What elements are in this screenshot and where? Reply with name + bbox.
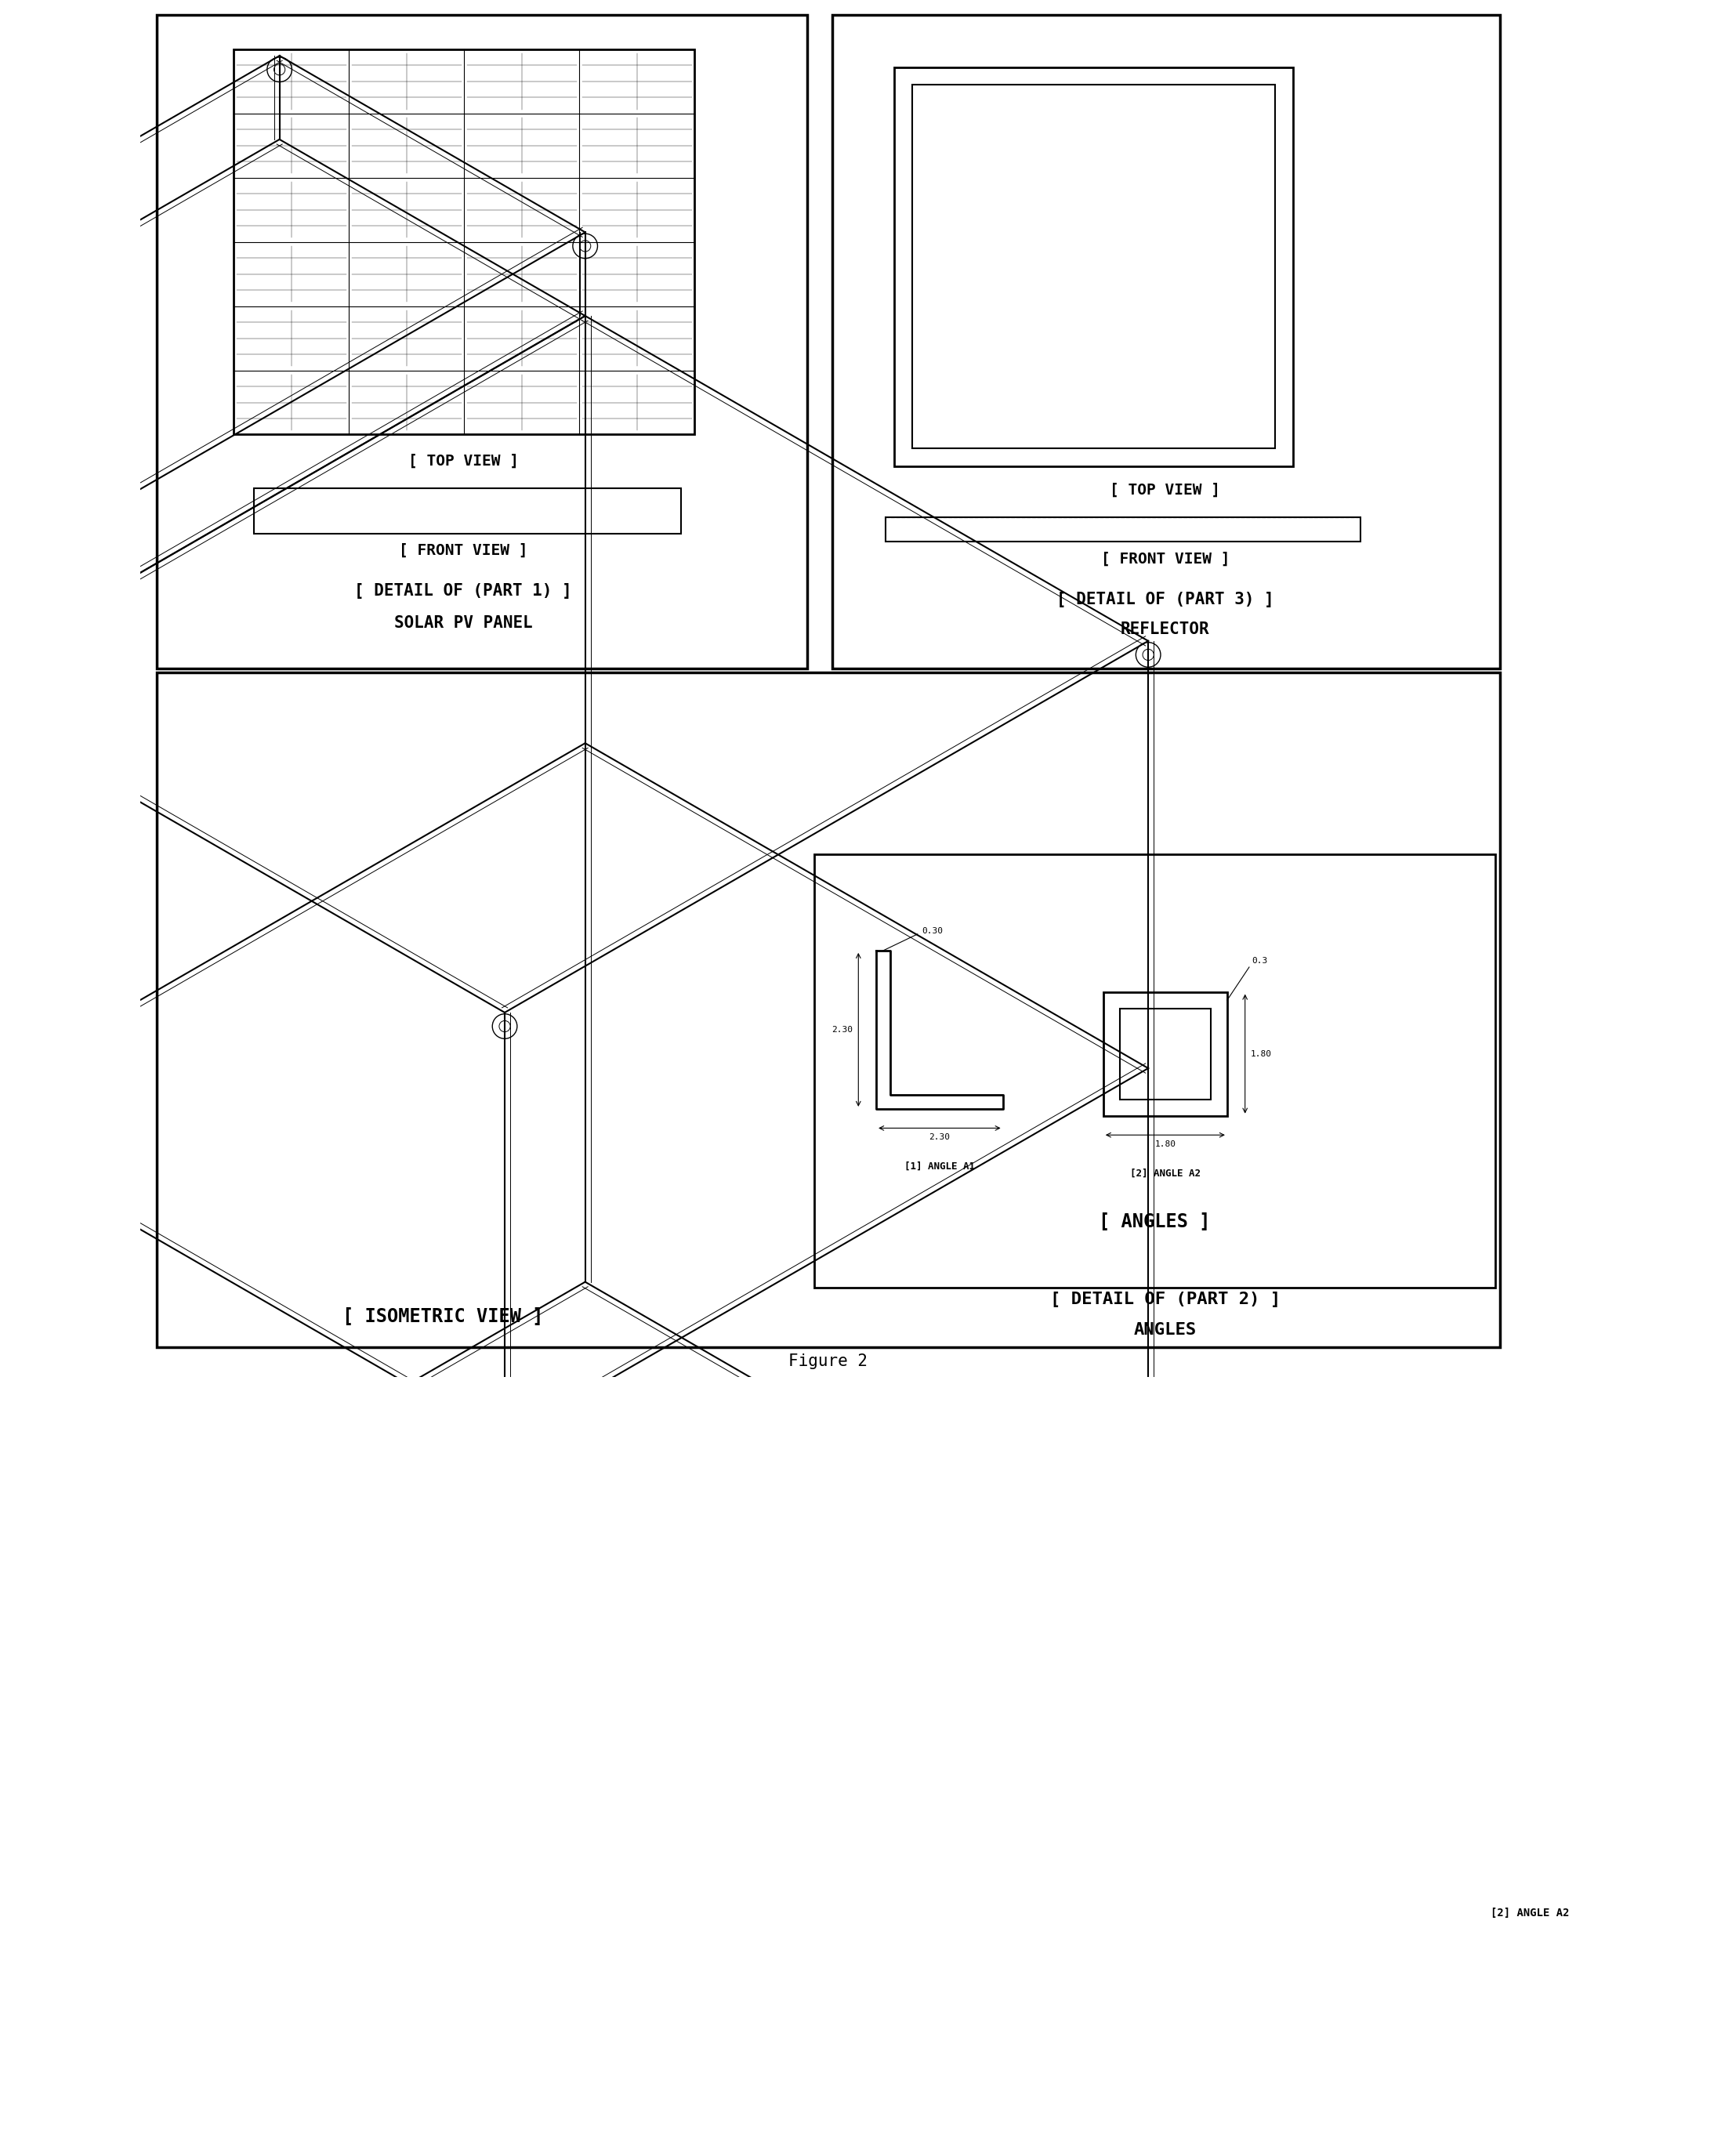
Bar: [911, 84, 1276, 448]
Text: [ FRONT VIEW ]: [ FRONT VIEW ]: [398, 543, 528, 558]
Text: 0.30: 0.30: [922, 927, 942, 936]
Text: [ TOP VIEW ]: [ TOP VIEW ]: [1110, 483, 1221, 498]
Text: 1.80: 1.80: [1250, 1050, 1272, 1059]
Text: [2] ANGLE A2: [2] ANGLE A2: [1489, 1908, 1570, 1919]
Text: 1.80: 1.80: [1154, 1141, 1176, 1149]
Bar: [1120, 1009, 1211, 1100]
Bar: [255, 487, 681, 535]
Text: 2.30: 2.30: [831, 1026, 853, 1033]
Text: [ DETAIL OF (PART 3) ]: [ DETAIL OF (PART 3) ]: [1057, 591, 1274, 608]
Bar: [814, 854, 1496, 1287]
Bar: [894, 67, 1293, 466]
Text: ANGLES: ANGLES: [1134, 1322, 1197, 1339]
Bar: [833, 15, 1500, 668]
Bar: [1103, 992, 1228, 1117]
Bar: [886, 517, 1361, 541]
Text: 2.30: 2.30: [929, 1134, 951, 1141]
Text: [ FRONT VIEW ]: [ FRONT VIEW ]: [1101, 552, 1229, 567]
Text: [2] ANGLE A2: [2] ANGLE A2: [1130, 1169, 1200, 1177]
Text: [1] ANGLE A1: [1] ANGLE A1: [905, 1162, 975, 1171]
Text: REFLECTOR: REFLECTOR: [1120, 621, 1209, 638]
Text: [ TOP VIEW ]: [ TOP VIEW ]: [409, 453, 518, 468]
Text: Figure 2: Figure 2: [788, 1354, 867, 1369]
Text: 0.3: 0.3: [1252, 957, 1267, 964]
Bar: [157, 15, 807, 668]
Bar: [157, 673, 1500, 1348]
Bar: [234, 50, 694, 436]
Text: [ ISOMETRIC VIEW ]: [ ISOMETRIC VIEW ]: [342, 1307, 544, 1326]
Text: SOLAR PV PANEL: SOLAR PV PANEL: [395, 614, 534, 630]
Text: [ DETAIL OF (PART 2) ]: [ DETAIL OF (PART 2) ]: [1050, 1291, 1281, 1307]
Text: [ DETAIL OF (PART 1) ]: [ DETAIL OF (PART 1) ]: [354, 582, 573, 599]
Text: [ ANGLES ]: [ ANGLES ]: [1100, 1212, 1211, 1231]
